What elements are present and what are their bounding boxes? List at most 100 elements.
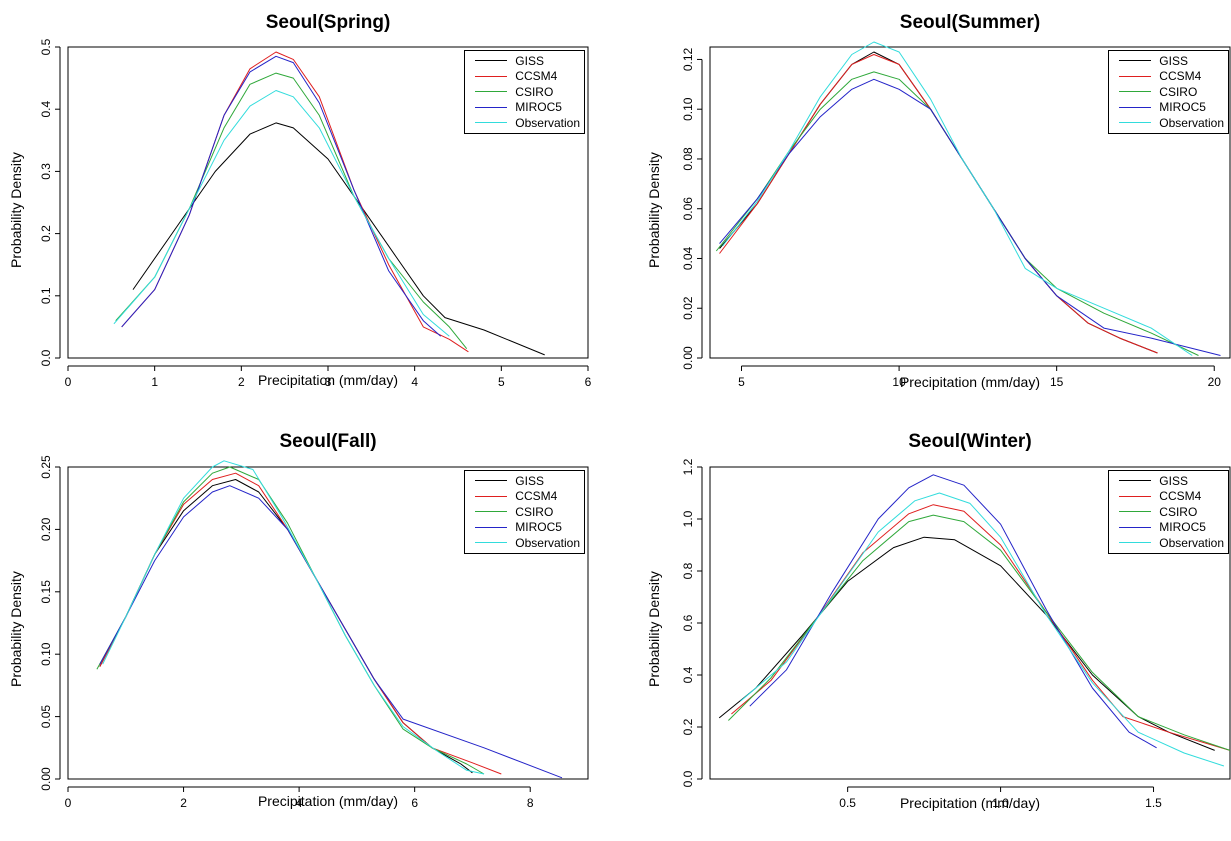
- legend-swatch: [1119, 60, 1152, 62]
- series-line-giss: [132, 122, 545, 356]
- legend-label: CSIRO: [515, 504, 554, 519]
- legend-label: CCSM4: [1159, 69, 1202, 84]
- legend-swatch: [475, 511, 508, 513]
- x-tick-label: 6: [411, 796, 418, 810]
- legend-item: CCSM4: [1113, 489, 1224, 505]
- legend-label: MIROC5: [1159, 100, 1206, 115]
- x-tick-label: 1: [151, 375, 158, 389]
- x-tick-label: 1.5: [1145, 796, 1162, 810]
- legend-label: CSIRO: [515, 84, 554, 99]
- legend-label: MIROC5: [515, 520, 562, 535]
- chart-spring: Seoul(Spring) Probability Density Precip…: [0, 0, 615, 420]
- y-tick-label: 0.00: [681, 346, 695, 370]
- legend-swatch: [475, 122, 508, 124]
- legend-label: Observation: [1159, 535, 1224, 550]
- legend-swatch: [1119, 480, 1152, 482]
- y-tick-label: 0.1: [39, 287, 53, 304]
- y-tick-label: 0.4: [39, 101, 53, 118]
- x-tick-label: 2: [180, 796, 187, 810]
- chart-fall: Seoul(Fall) Probability Density Precipit…: [0, 421, 615, 841]
- series-line-miroc5: [121, 55, 442, 337]
- x-axis-label: Precipitation (mm/day): [899, 374, 1041, 390]
- x-tick-label: 4: [296, 796, 303, 810]
- x-tick-label: 4: [411, 375, 418, 389]
- y-tick-label: 0.4: [681, 666, 695, 683]
- y-tick-label: 0.25: [39, 455, 53, 479]
- chart-summer: Seoul(Summer) Probability Density Precip…: [616, 0, 1231, 420]
- legend-item: CSIRO: [469, 504, 580, 520]
- legend-item: Observation: [1113, 535, 1224, 551]
- legend-item: CSIRO: [1113, 84, 1224, 100]
- series-line-miroc5: [749, 474, 1157, 749]
- y-tick-label: 0.2: [681, 718, 695, 735]
- legend-item: Observation: [469, 115, 580, 131]
- chart-winter: Seoul(Winter) Probability Density Precip…: [616, 421, 1231, 841]
- plot-frame: [709, 46, 1231, 359]
- legend-swatch: [1119, 526, 1152, 528]
- series-line-ccsm4: [99, 472, 502, 775]
- legend-label: MIROC5: [1159, 520, 1206, 535]
- y-tick-label: 0.5: [39, 38, 53, 55]
- legend-swatch: [1119, 495, 1152, 497]
- legend-item: CCSM4: [469, 489, 580, 505]
- plot-svg: 0 2 4 6 8 0.00 0.05 0.10 0.15 0.20 0.25: [39, 455, 589, 810]
- y-tick-label: 0.20: [39, 517, 53, 541]
- x-tick-label: 8: [527, 796, 534, 810]
- y-tick-label: 1.0: [681, 510, 695, 527]
- x-tick-label: 10: [892, 375, 906, 389]
- plot-svg: 0.5 1.0 1.5 0.0 0.2 0.4 0.6 0.8 1.0 1.2: [681, 458, 1231, 810]
- legend-swatch: [475, 75, 508, 77]
- y-tick-label: 0.04: [681, 246, 695, 270]
- y-tick-label: 0.02: [681, 296, 695, 320]
- legend: GISS CCSM4 CSIRO MIROC5 Observation: [464, 50, 585, 134]
- legend-swatch: [1119, 106, 1152, 108]
- legend-item: MIROC5: [469, 520, 580, 536]
- y-tick-label: 0.08: [681, 147, 695, 171]
- x-tick-label: 5: [498, 375, 505, 389]
- y-tick-label: 0.2: [39, 225, 53, 242]
- x-tick-label: 20: [1208, 375, 1222, 389]
- legend-swatch: [475, 542, 508, 544]
- legend-label: GISS: [515, 53, 544, 68]
- legend-item: GISS: [1113, 473, 1224, 489]
- series-line-csiro: [96, 466, 485, 775]
- chart-title: Seoul(Spring): [265, 12, 391, 33]
- legend-item: GISS: [469, 53, 580, 69]
- y-tick-label: 0.10: [681, 97, 695, 121]
- legend-swatch: [475, 480, 508, 482]
- series-line-giss: [718, 536, 1215, 751]
- series-line-observation: [722, 41, 1193, 356]
- y-tick-label: 0.0: [681, 770, 695, 787]
- legend-label: MIROC5: [515, 100, 562, 115]
- x-tick-label: 0: [65, 796, 72, 810]
- series-line-ccsm4: [719, 54, 1158, 354]
- legend-label: CSIRO: [1159, 84, 1198, 99]
- legend: GISS CCSM4 CSIRO MIROC5 Observation: [1108, 50, 1229, 134]
- legend-item: GISS: [1113, 53, 1224, 69]
- series-line-observation: [102, 460, 485, 775]
- legend-item: CSIRO: [469, 84, 580, 100]
- x-tick-label: 0.5: [839, 796, 856, 810]
- legend-label: Observation: [515, 535, 580, 550]
- x-tick-label: 2: [238, 375, 245, 389]
- series-line-giss: [99, 479, 473, 774]
- x-tick-label: 5: [738, 375, 745, 389]
- y-tick-label: 0.00: [39, 767, 53, 791]
- legend-item: MIROC5: [469, 100, 580, 116]
- plot-frame: [67, 466, 589, 780]
- series-line-giss: [719, 51, 1158, 354]
- legend-swatch: [1119, 511, 1152, 513]
- x-tick-label: 3: [325, 375, 332, 389]
- series-line-miroc5: [99, 485, 563, 779]
- y-tick-label: 0.6: [681, 614, 695, 631]
- legend-swatch: [1119, 542, 1152, 544]
- legend-label: GISS: [1159, 473, 1188, 488]
- legend-swatch: [475, 91, 508, 93]
- plot-svg: 5 10 15 20 0.00 0.02 0.04 0.06 0.08 0.10 0.12: [681, 41, 1231, 389]
- legend-swatch: [475, 60, 508, 62]
- legend-label: CCSM4: [515, 69, 558, 84]
- legend-label: GISS: [1159, 53, 1188, 68]
- plot-frame: [709, 466, 1231, 780]
- legend-label: CCSM4: [1159, 489, 1202, 504]
- y-tick-label: 0.06: [681, 197, 695, 221]
